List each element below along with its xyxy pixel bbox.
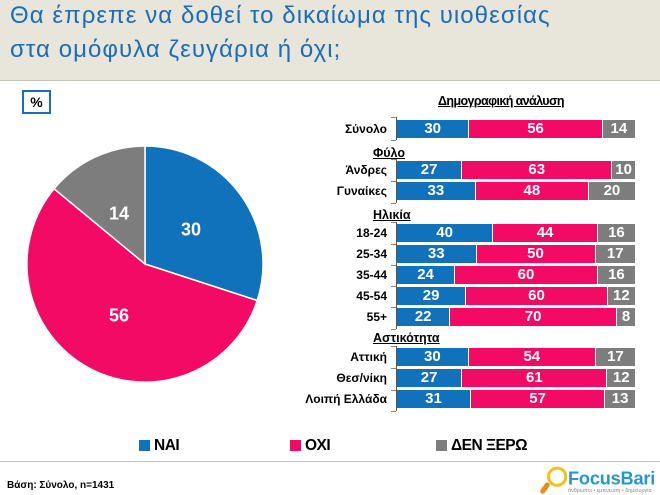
svg-text:άνθρωποι • εμπνευση • δημιουργ: άνθρωποι • εμπνευση • δημιουργία xyxy=(568,487,652,494)
svg-text:FocusBari: FocusBari xyxy=(568,468,655,488)
